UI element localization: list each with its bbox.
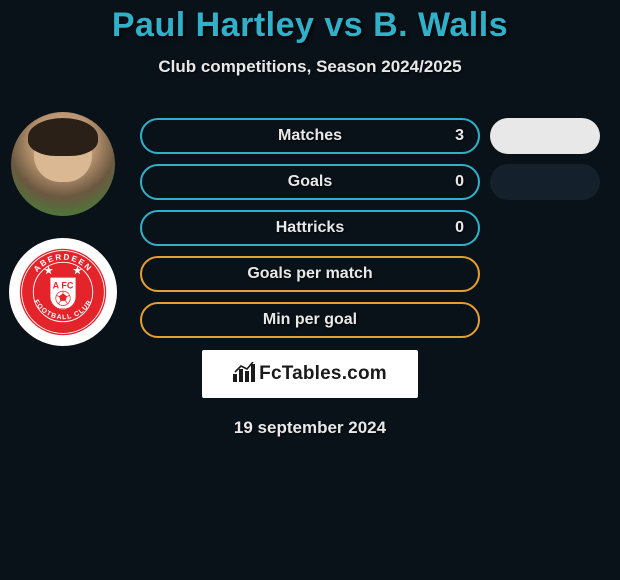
page-title: Paul Hartley vs B. Walls (0, 0, 620, 45)
stat-row: Goals per match (140, 256, 480, 292)
brand-text: FcTables.com (259, 363, 387, 384)
compare-column (490, 118, 600, 348)
svg-text:A FC: A FC (53, 280, 74, 290)
stat-label: Matches (278, 127, 342, 145)
stat-value: 0 (455, 173, 464, 191)
date-text: 19 september 2024 (0, 418, 620, 438)
stat-label: Goals per match (247, 265, 372, 283)
left-column: ABERDEEN FOOTBALL CLUB A FC (8, 112, 118, 346)
stat-label: Goals (288, 173, 332, 191)
stat-label: Hattricks (276, 219, 344, 237)
stat-value: 3 (455, 127, 464, 145)
stat-row: Hattricks 0 (140, 210, 480, 246)
compare-pill (490, 164, 600, 200)
stats-column: Matches 3 Goals 0 Hattricks 0 Goals per match M… (140, 118, 480, 348)
club-badge-svg: ABERDEEN FOOTBALL CLUB A FC (18, 247, 108, 337)
stat-row: Matches 3 (140, 118, 480, 154)
brand-logo: FcTables.com (202, 350, 418, 398)
bar-chart-icon (233, 362, 255, 382)
svg-text:1903: 1903 (58, 307, 69, 313)
club-badge: ABERDEEN FOOTBALL CLUB A FC (9, 238, 117, 346)
stat-label: Min per goal (263, 311, 357, 329)
subtitle: Club competitions, Season 2024/2025 (0, 57, 620, 77)
stat-row: Goals 0 (140, 164, 480, 200)
footer: FcTables.com 19 september 2024 (0, 350, 620, 438)
compare-pill (490, 118, 600, 154)
player-photo (11, 112, 115, 216)
stat-value: 0 (455, 219, 464, 237)
stat-row: Min per goal (140, 302, 480, 338)
